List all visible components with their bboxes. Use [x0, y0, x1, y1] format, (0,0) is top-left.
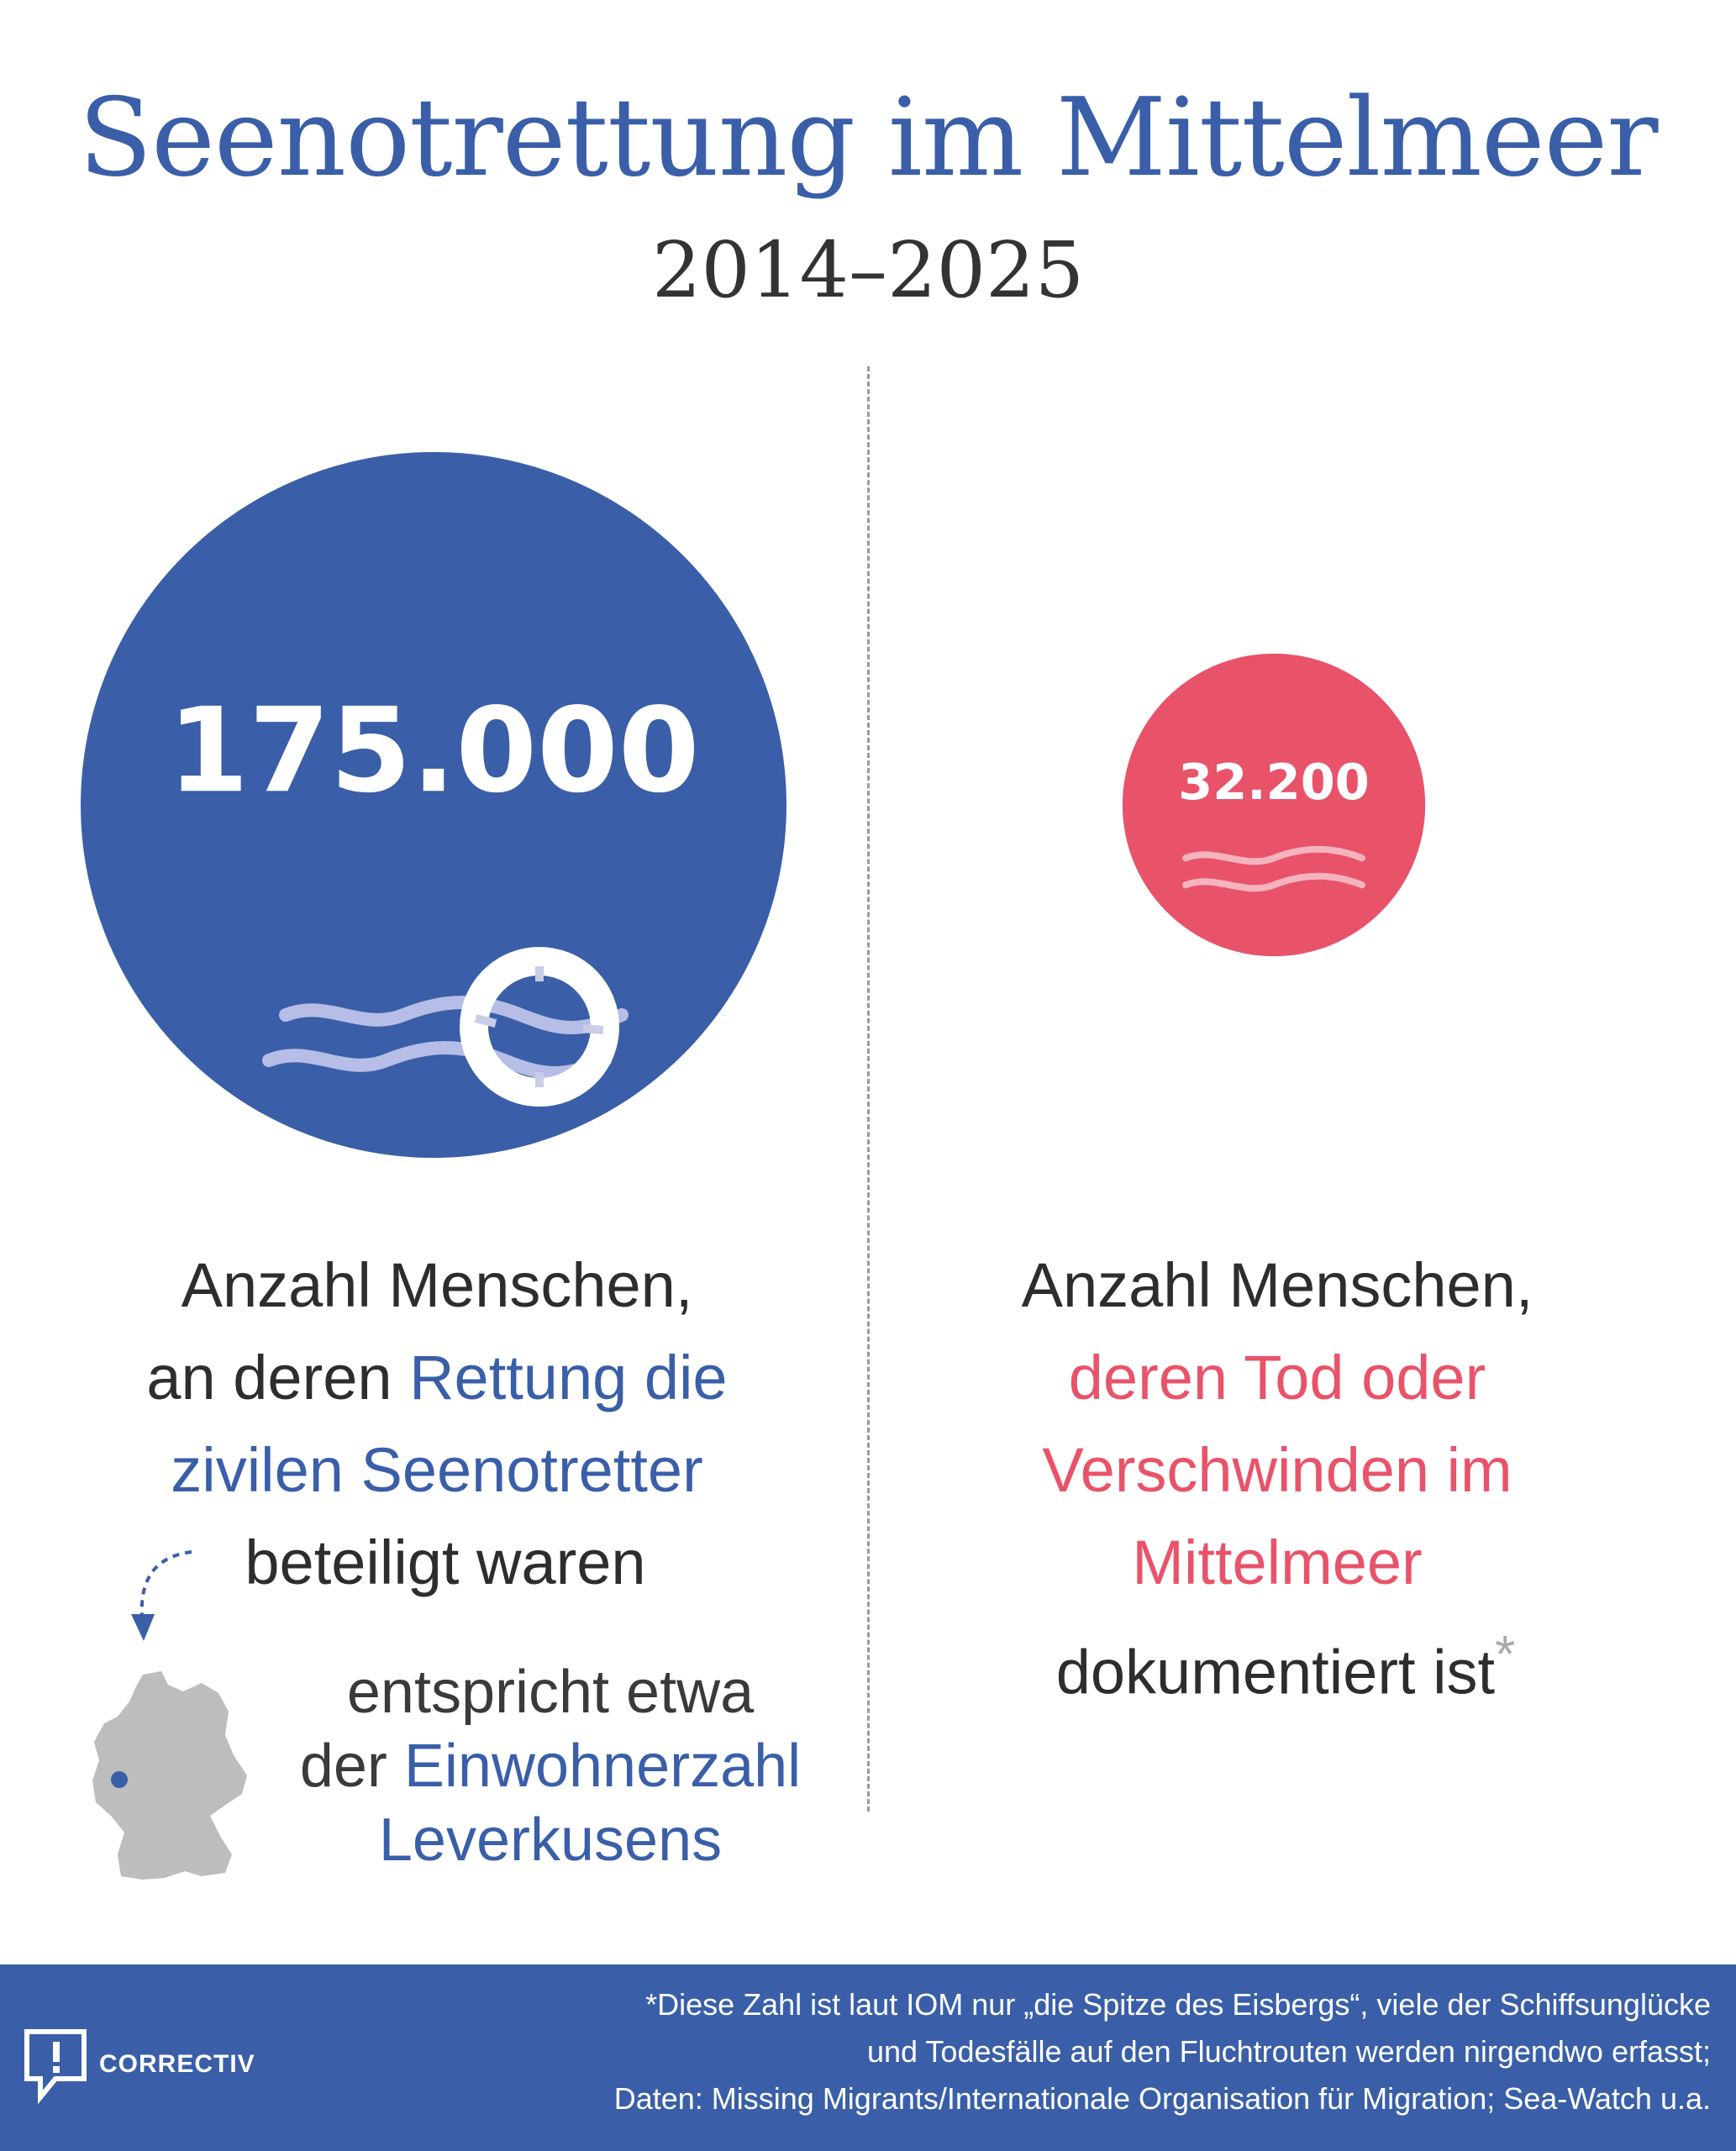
asterisk-marker: *: [1495, 1626, 1516, 1684]
comparison-line1: entspricht etwa: [346, 1659, 755, 1726]
page-subtitle: 2014–2025: [651, 225, 1085, 315]
germany-map-icon: [92, 1671, 247, 1880]
footnote: *Diese Zahl ist laut IOM nur „die Spitze…: [614, 1964, 1711, 2122]
footnote-line1: *Diese Zahl ist laut IOM nur „die Spitze…: [645, 1987, 1711, 2022]
comparison-line2: der Einwohnerzahl: [256, 1729, 844, 1803]
rescue-caption-line2: an deren Rettung die: [67, 1332, 807, 1424]
comparison-line2-highlight: Einwohnerzahl: [403, 1733, 802, 1800]
death-caption-line5: dokumentiert ist*: [924, 1609, 1630, 1719]
rescue-value-label: 175.000: [167, 682, 699, 818]
death-caption-line5-text: dokumentiert ist: [1055, 1637, 1496, 1707]
brand-name: CORRECTIV: [99, 2050, 255, 2078]
rescue-caption: Anzahl Menschen, an deren Rettung die zi…: [67, 1239, 807, 1609]
footnote-line2: und Todesfälle auf den Fluchtrouten werd…: [867, 2034, 1711, 2069]
rescue-bubble: [81, 452, 786, 1158]
rescue-caption-line4: beteiligt waren: [245, 1528, 646, 1597]
leverkusen-marker-icon: [111, 1771, 128, 1788]
dotted-arrow-icon: [131, 1550, 192, 1641]
footnote-line3: Daten: Missing Migrants/Internationale O…: [613, 2081, 1711, 2116]
rescue-caption-line2-highlight: Rettung die: [409, 1343, 728, 1412]
death-value-label: 32.200: [1178, 753, 1370, 811]
column-divider: [867, 366, 870, 1812]
death-caption-line3: Verschwinden im: [1042, 1435, 1512, 1505]
death-caption: Anzahl Menschen, deren Tod oder Verschwi…: [924, 1239, 1630, 1719]
death-caption-line2: deren Tod oder: [1068, 1343, 1486, 1412]
footer-bar: [0, 1964, 1736, 2151]
death-caption-line1: Anzahl Menschen,: [1021, 1250, 1533, 1320]
correctiv-logo-icon: [24, 2029, 87, 2104]
lifebuoy-waves-icon: [262, 947, 629, 1107]
comparison-text: entspricht etwa der Einwohnerzahl Leverk…: [256, 1655, 844, 1877]
page-title: Seenotrettung im Mittelmeer: [78, 76, 1658, 201]
comparison-line2-prefix: der: [299, 1733, 404, 1800]
rescue-caption-line1: Anzahl Menschen,: [181, 1250, 693, 1320]
rescue-caption-line2-prefix: an deren: [146, 1343, 410, 1412]
waves-icon: [1182, 845, 1365, 892]
death-caption-line4: Mittelmeer: [1132, 1528, 1423, 1597]
rescue-caption-line3: zivilen Seenotretter: [171, 1435, 703, 1505]
comparison-line3: Leverkusens: [378, 1807, 723, 1874]
